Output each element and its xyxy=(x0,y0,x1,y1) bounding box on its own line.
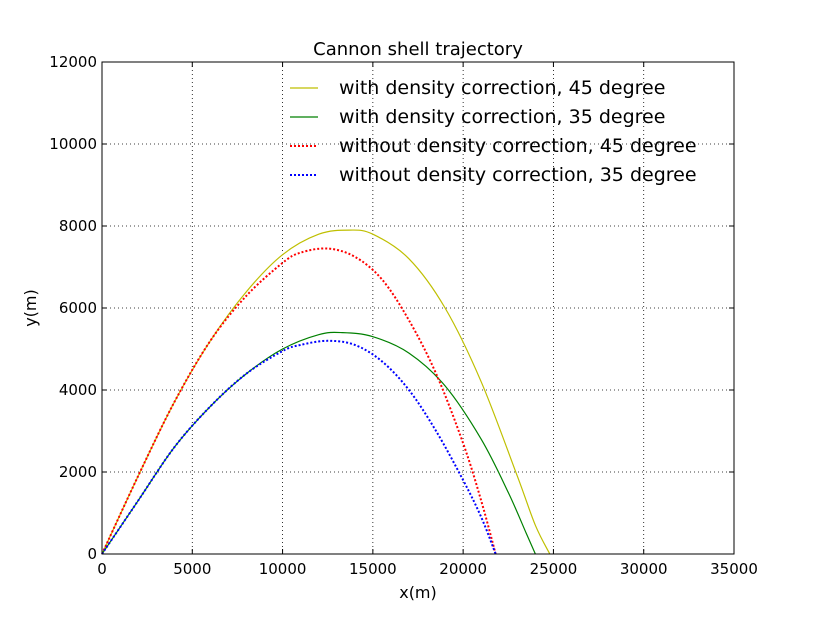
x-tick-label: 25000 xyxy=(530,560,578,578)
y-tick-label: 10000 xyxy=(49,135,97,153)
x-tick-label: 35000 xyxy=(710,560,758,578)
series-group xyxy=(101,229,551,555)
x-tick-label: 0 xyxy=(97,560,107,578)
y-tick-label: 6000 xyxy=(59,299,97,317)
series-line-1 xyxy=(101,229,551,555)
grid xyxy=(102,62,734,554)
legend-label-1: with density correction, 45 degree xyxy=(339,77,665,99)
x-tick-label: 15000 xyxy=(349,560,397,578)
chart-title: Cannon shell trajectory xyxy=(313,39,523,60)
y-tick-label: 12000 xyxy=(49,53,97,71)
x-axis-label: x(m) xyxy=(399,583,437,602)
x-tick-label: 10000 xyxy=(259,560,307,578)
legend: with density correction, 45 degree with d… xyxy=(290,77,697,186)
x-tick-label: 30000 xyxy=(620,560,668,578)
x-tick-label: 20000 xyxy=(439,560,487,578)
y-axis-label: y(m) xyxy=(21,289,40,327)
series-line-3 xyxy=(101,247,497,555)
axis-ticks: 0 5000 10000 15000 20000 25000 30000 35000 0 2000… xyxy=(49,53,758,578)
legend-label-3: without density correction, 45 degree xyxy=(339,135,697,157)
legend-label-2: with density correction, 35 degree xyxy=(339,106,665,128)
y-tick-label: 4000 xyxy=(59,381,97,399)
series-line-2 xyxy=(101,331,536,555)
legend-label-4: without density correction, 35 degree xyxy=(339,164,697,186)
series-line-4 xyxy=(101,339,497,555)
y-tick-label: 2000 xyxy=(59,463,97,481)
y-tick-label: 0 xyxy=(87,545,97,563)
y-tick-label: 8000 xyxy=(59,217,97,235)
x-tick-label: 5000 xyxy=(173,560,211,578)
